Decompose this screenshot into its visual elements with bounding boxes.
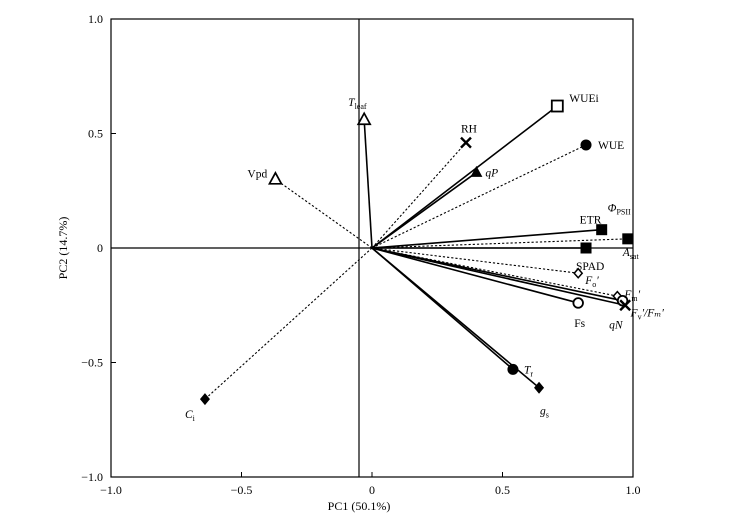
label-fs: Fs [574, 318, 585, 330]
y-tick-label: 1.0 [88, 12, 103, 26]
label-spad: SPAD [576, 261, 604, 273]
axis-ticks: −1.0 −0.5 0 0.5 1.0 −1.0 −0.5 0 0.5 1.0 [81, 12, 640, 497]
vector-fs [371, 247, 579, 304]
vector-etr [371, 228, 602, 249]
x-tick-label: −0.5 [231, 483, 253, 497]
variable-labels: WUEi WUE RH qP Tleaf Vpd ETR ΦPSII Asat SPAD Fo′ Fm… [185, 93, 664, 423]
marker-fo [573, 267, 584, 279]
marker-rh [460, 136, 472, 149]
label-tleaf: Tleaf [348, 97, 367, 111]
vector-fo [371, 247, 579, 274]
label-tr: Tr [524, 364, 533, 378]
marker-qp [470, 165, 483, 177]
vector-wue [371, 144, 587, 249]
marker-asat [622, 233, 634, 245]
vector-qn [371, 247, 626, 307]
marker-fvfm [616, 294, 629, 307]
marker-vpd [267, 171, 283, 185]
loading-vectors [204, 105, 628, 400]
label-asat: Asat [622, 247, 640, 261]
vector-ci [204, 247, 373, 400]
vector-qp [371, 171, 477, 249]
vector-asat [371, 238, 628, 249]
marker-ci [199, 393, 210, 406]
loading-markers [199, 99, 634, 406]
marker-etr [596, 224, 608, 236]
label-wue: WUE [598, 140, 624, 152]
x-tick-label: 1.0 [626, 483, 641, 497]
y-axis-title: PC2 (14.7%) [56, 217, 70, 280]
x-tick-label: 0 [369, 483, 375, 497]
vector-wuei [371, 105, 558, 249]
marker-gs [534, 381, 545, 394]
x-tick-label: 0.5 [495, 483, 510, 497]
label-fo: Fo′ [584, 275, 599, 289]
label-rh: RH [461, 124, 477, 136]
vector-vpd [275, 178, 373, 249]
label-ci: Ci [185, 409, 196, 423]
label-fvfm: Fv′/Fₘ′ [630, 308, 665, 322]
marker-tleaf [356, 111, 372, 126]
x-tick-label: −1.0 [100, 483, 122, 497]
marker-qn [619, 299, 632, 312]
vector-rh [371, 142, 467, 249]
label-qp: qP [485, 167, 498, 179]
label-phipsii: ΦPSII [608, 203, 631, 217]
y-tick-label: 0.5 [88, 127, 103, 141]
marker-wue [580, 139, 592, 151]
label-vpd: Vpd [247, 168, 267, 180]
y-tick-label: −0.5 [81, 356, 103, 370]
marker-fs [572, 297, 584, 309]
x-axis-title: PC1 (50.1%) [328, 499, 391, 513]
label-etr: ETR [580, 215, 602, 227]
vector-tleaf [363, 119, 373, 249]
marker-spad [580, 242, 592, 254]
label-gs: gs [540, 406, 549, 420]
label-wuei: WUEi [569, 93, 598, 105]
y-tick-label: 0 [97, 241, 103, 255]
label-qn: qN [609, 319, 624, 331]
y-tick-label: −1.0 [81, 470, 103, 484]
marker-tr [507, 363, 519, 375]
label-fm: Fm′ [623, 289, 640, 303]
marker-wuei [550, 99, 564, 113]
